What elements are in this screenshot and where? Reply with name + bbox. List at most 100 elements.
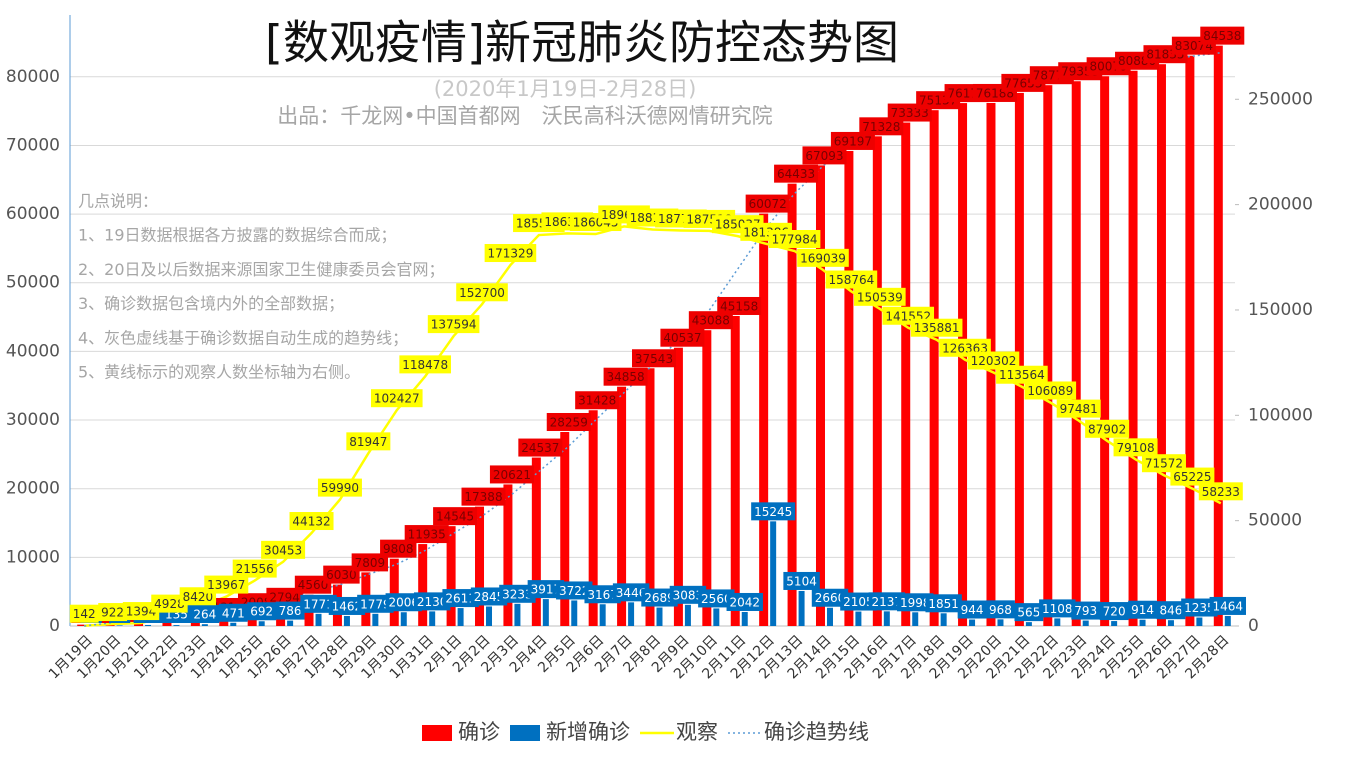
data-label: 2794: [269, 590, 300, 604]
data-label-box: [499, 584, 536, 603]
data-label-box: [518, 438, 563, 457]
data-label: 65225: [1173, 470, 1211, 484]
data-label: 3917: [531, 583, 562, 597]
data-label: 158764: [828, 273, 874, 287]
y2-tick-label: 200000: [1248, 195, 1313, 215]
data-label: 84538: [1203, 29, 1241, 43]
data-label: 846: [1160, 604, 1183, 618]
data-label: 79108: [1116, 441, 1154, 455]
data-label-box: [1099, 602, 1129, 621]
data-label: 11935: [408, 528, 446, 542]
bar: [503, 484, 513, 626]
data-label: 7809: [355, 556, 386, 570]
data-label: 1464: [1213, 599, 1244, 613]
chart-title: [数观疫情]新冠肺炎防控态势图: [265, 16, 899, 70]
y2-tick-label: 150000: [1248, 300, 1313, 320]
data-label-box: [1209, 596, 1246, 615]
data-label: 1998: [900, 596, 931, 610]
bar: [645, 368, 655, 626]
bar: [400, 612, 407, 626]
data-label-box: [370, 389, 423, 408]
data-label: 786: [279, 604, 302, 618]
data-label-box: [859, 117, 904, 136]
data-label-box: [556, 581, 593, 600]
data-label-box: [300, 594, 337, 613]
data-label: 2130: [417, 595, 448, 609]
data-label-box: [669, 585, 707, 604]
data-label-box: [1056, 399, 1101, 418]
bar: [173, 625, 180, 626]
bar: [1043, 85, 1053, 626]
data-label-box: [346, 432, 391, 451]
data-label: 169039: [800, 251, 846, 265]
data-label: 118478: [402, 358, 448, 372]
chart-subtitle: (2020年1月19日-2月28日): [434, 77, 697, 101]
bar: [418, 544, 428, 626]
bar: [1071, 81, 1081, 627]
data-label-box: [1039, 599, 1076, 618]
data-label: 150539: [857, 290, 903, 304]
bar: [1014, 92, 1024, 627]
y-tick-label: 30000: [6, 410, 60, 430]
y-tick-label: 20000: [6, 479, 60, 499]
bar: [486, 606, 493, 626]
data-label: 14545: [436, 510, 474, 524]
data-label-box: [641, 588, 678, 607]
bar: [713, 608, 720, 626]
bar: [588, 410, 598, 626]
data-label: 3722: [559, 584, 590, 598]
data-label-box: [854, 287, 906, 306]
data-label-box: [204, 575, 249, 594]
bar: [145, 624, 152, 626]
data-label: 1394: [126, 605, 157, 619]
bar: [429, 611, 436, 626]
data-label: 914: [1131, 603, 1154, 617]
data-label-box: [351, 553, 389, 572]
data-label-box: [527, 580, 565, 599]
data-label-box: [399, 355, 451, 374]
data-label-box: [986, 600, 1015, 619]
y-tick-label: 10000: [6, 547, 60, 567]
bar: [531, 457, 541, 626]
data-label-box: [546, 412, 591, 431]
data-label: 1851: [928, 597, 959, 611]
data-label: 24537: [521, 441, 559, 455]
data-label-box: [442, 589, 479, 608]
bar: [617, 386, 627, 626]
data-label: 2611: [445, 592, 476, 606]
bar: [514, 603, 521, 626]
data-label: 2845: [474, 590, 505, 604]
data-label: 264: [193, 608, 216, 622]
y2-tick-label: 250000: [1248, 89, 1313, 109]
bar: [958, 103, 968, 627]
bar: [912, 612, 919, 626]
data-label: 17388: [464, 490, 502, 504]
data-label: 97481: [1060, 402, 1098, 416]
data-label: 692: [250, 605, 273, 619]
data-label: 1235: [1184, 601, 1215, 615]
data-label-box: [774, 164, 819, 183]
data-label: 37543: [635, 352, 673, 366]
data-label-box: [840, 592, 877, 611]
data-label: 968: [989, 603, 1012, 617]
data-label-box: [1024, 381, 1077, 400]
note-line: 5、黄线标示的观察人数坐标轴为右侧。: [78, 363, 360, 382]
bar: [372, 613, 379, 626]
bar: [475, 506, 485, 626]
y2-tick-label: 100000: [1248, 405, 1313, 425]
bar: [1025, 622, 1032, 626]
note-line: 3、确诊数据包含境内外的全部数据；: [78, 294, 344, 313]
bar: [815, 165, 825, 626]
legend-label: 确诊: [458, 720, 500, 744]
legend-label: 确诊趋势线: [764, 720, 869, 744]
data-label: 9808: [383, 542, 414, 556]
data-label-box: [427, 315, 480, 334]
data-label-box: [385, 593, 422, 612]
bar: [969, 619, 976, 626]
bar: [787, 183, 797, 626]
bar: [844, 150, 854, 626]
bar: [759, 213, 769, 627]
bar: [872, 136, 882, 626]
legend-label: 观察: [676, 720, 718, 744]
